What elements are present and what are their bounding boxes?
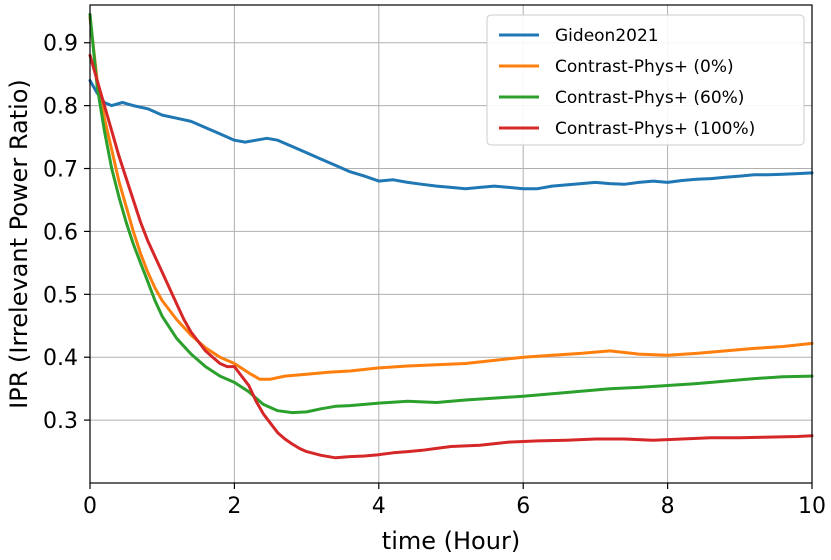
series-line-3	[88, 12, 814, 415]
x-tick-label: 2	[227, 494, 241, 519]
series-line-4	[88, 53, 814, 460]
y-tick-label: 0.3	[43, 409, 78, 434]
series-line-2	[88, 16, 814, 381]
x-tick-label: 8	[661, 494, 675, 519]
x-tick-label: 0	[83, 494, 97, 519]
x-tick-label: 10	[798, 494, 826, 519]
y-tick-label: 0.5	[43, 283, 78, 308]
x-axis-title: time (Hour)	[382, 527, 520, 555]
legend-label: Contrast-Phys+ (100%)	[555, 119, 755, 139]
y-tick-label: 0.7	[43, 158, 78, 183]
legend-box	[486, 14, 805, 146]
y-tick-label: 0.6	[43, 220, 78, 245]
y-tick-label: 0.8	[43, 95, 78, 120]
series-line-1	[88, 79, 814, 191]
legend-label: Contrast-Phys+ (60%)	[555, 88, 744, 108]
y-axis-title: IPR (Irrelevant Power Ratio)	[5, 79, 33, 409]
y-tick-label: 0.4	[43, 346, 78, 371]
plot-frame	[89, 4, 813, 484]
series-lines	[88, 12, 814, 460]
legend: Gideon2021 Contrast-Phys+ (0%) Contrast-Ph…	[486, 14, 805, 146]
x-tick-label: 4	[372, 494, 386, 519]
y-tick-label: 0.9	[43, 32, 78, 57]
axis-ticks: 0 2 4 6 8 10 0.3 0.4 0.5 0.6 0.7 0.8 0.9	[43, 32, 826, 519]
x-tick-label: 6	[516, 494, 530, 519]
legend-label: Gideon2021	[555, 26, 659, 46]
legend-label: Contrast-Phys+ (0%)	[555, 57, 734, 77]
